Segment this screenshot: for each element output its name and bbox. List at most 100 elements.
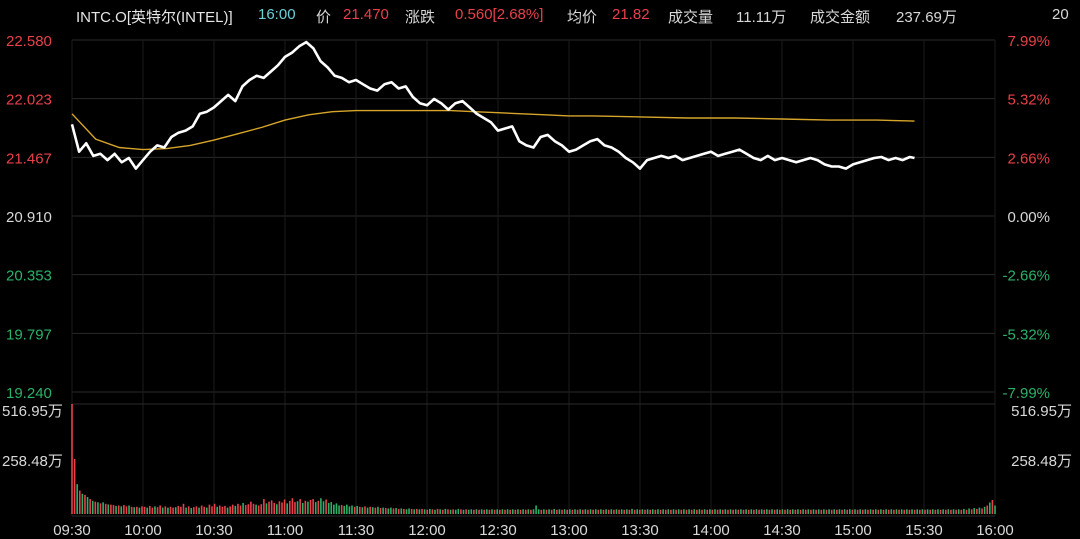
volume-bar [714,509,716,514]
volume-bar [558,509,561,514]
price-tick-label: 22.023 [6,92,52,109]
symbol-label[interactable]: INTC.O[英特尔(INTEL)] [76,9,233,26]
volume-bar [944,509,947,514]
volume-bar [823,509,825,514]
volume-tick-label: 516.95万 [2,403,63,420]
volume-bar [203,506,206,514]
volume-bar [465,509,467,514]
volume-value: 11.11万 [736,9,787,26]
volume-bar [841,509,843,514]
volume-bar [146,507,148,514]
volume-bar [571,509,574,514]
volume-bar [174,507,177,514]
volume-bar [753,509,755,514]
volume-bar [519,509,522,514]
volume-bar [561,509,563,514]
volume-bar [613,509,615,514]
volume-tick-label: 516.95万 [1011,403,1072,420]
volume-bar [963,508,965,514]
volume-bar [379,508,382,514]
volume-bar [475,509,478,514]
volume-bar [397,508,400,514]
volume-bar [206,507,208,514]
volume-bar [255,504,257,514]
volume-bar [346,504,348,514]
volume-bar [454,509,457,514]
volume-bar [812,509,815,514]
volume-bar [768,509,771,514]
volume-bar [911,509,913,514]
volume-bar [607,509,610,514]
volume-bar [286,503,288,514]
volume-bar [488,509,491,514]
volume-bar [278,501,281,514]
volume-bar [405,509,408,514]
volume-bar [301,502,304,514]
volume-bar [698,509,701,514]
amount-label: 成交金额 [810,9,871,26]
volume-bar [939,509,942,514]
volume-bar [498,509,501,514]
volume-bar [527,509,530,514]
volume-bar [211,506,213,514]
volume-bar [545,509,548,514]
volume-bar [685,509,688,514]
volume-bar [161,507,164,514]
volume-bar [104,503,107,514]
volume-bar [771,509,773,514]
volume-bar [99,503,102,514]
volume-bar [882,509,885,514]
volume-bar [942,509,944,514]
volume-bar [180,506,182,514]
volume-bar [960,509,963,514]
volume-bar [900,509,903,514]
volume-bar [185,507,187,514]
volume-bar [190,508,193,514]
volume-bar [789,509,791,514]
volume-bar [159,505,161,514]
volume-bar [797,509,799,514]
volume-bar [786,509,789,514]
volume-bar [470,509,473,514]
volume-bar [626,509,628,514]
volume-bar [307,501,309,514]
volume-bar [195,506,198,514]
volume-bar [441,509,444,514]
volume-bar [709,509,711,514]
volume-bar [830,509,833,514]
volume-bar [273,502,276,514]
avg-label: 均价 [567,9,598,26]
time-tick-label: 16:00 [976,522,1014,539]
volume-bar [903,509,906,514]
volume-bar [514,509,517,514]
volume-bar [931,509,934,514]
price-tick-label: 19.797 [6,326,52,343]
volume-bar [846,509,849,514]
volume-bar [91,500,94,514]
volume-bar [291,498,294,514]
volume-bar [968,508,970,514]
volume-bar [566,509,569,514]
volume-bar [693,509,696,514]
volume-bar [172,507,174,514]
volume-bar [182,503,185,514]
volume-bar [867,509,869,514]
volume-bar [820,509,823,514]
volume-bar [981,508,983,514]
volume-bar [390,507,392,514]
volume-bar [112,505,115,514]
pct-tick-label: -7.99% [1002,385,1050,402]
volume-bar [680,509,683,514]
volume-bar [636,509,639,514]
volume-bar [408,508,410,514]
volume-bar [524,509,527,514]
volume-bar [234,505,237,514]
volume-bar [156,507,159,514]
volume-bar [426,509,428,514]
volume-bar [568,509,571,514]
volume-bar [672,509,675,514]
volume-bar [224,505,226,514]
volume-bar [242,502,244,514]
volume-bar [351,505,353,514]
